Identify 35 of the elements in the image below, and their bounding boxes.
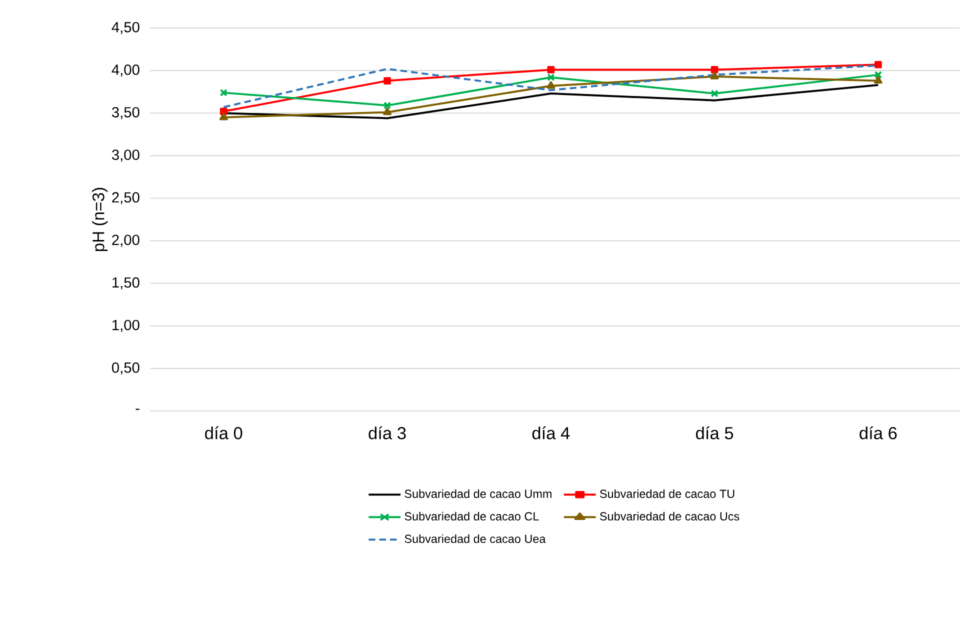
y-tick-label: 4,50 [112,22,140,34]
point [220,108,228,116]
y-tick-label: 0,50 [112,362,140,375]
x-tick-label: día 0 [205,426,242,440]
point [874,70,882,79]
legend-label: Subvariedad de cacao Ucs [600,512,740,520]
point [874,76,882,84]
x-tick-label: día 3 [368,426,406,440]
legend-label: Subvariedad de cacao Umm [404,489,552,498]
point [710,66,718,74]
point [547,66,555,74]
legend-label: Subvariedad de cacao TU [600,489,734,498]
point [547,74,555,82]
x-tick-label: día 4 [532,426,570,440]
y-tick-label: 1,00 [112,320,140,332]
y-tick-label: 4,00 [112,64,140,77]
y-tick-label: - [136,408,140,410]
point [383,102,392,110]
point [384,77,391,84]
x-tick-label: día 6 [860,426,897,440]
legend-label: Subvariedad de cacao Uea [404,534,546,543]
y-tick-label: 3,50 [112,107,140,120]
point [710,72,719,80]
y-tick-label: 2,00 [112,234,140,247]
point [383,108,392,116]
legend-label: Subvariedad de cacao CL [404,512,539,520]
y-axis-title: pH (n=3) [92,188,108,252]
x-tick-label: día 5 [696,426,734,440]
point [874,60,882,68]
y-tick-label: 1,50 [112,277,140,290]
point [710,90,718,98]
y-tick-label: 3,00 [112,150,140,162]
y-tick-label: 2,50 [112,192,140,204]
point [546,81,556,89]
point [219,112,228,120]
